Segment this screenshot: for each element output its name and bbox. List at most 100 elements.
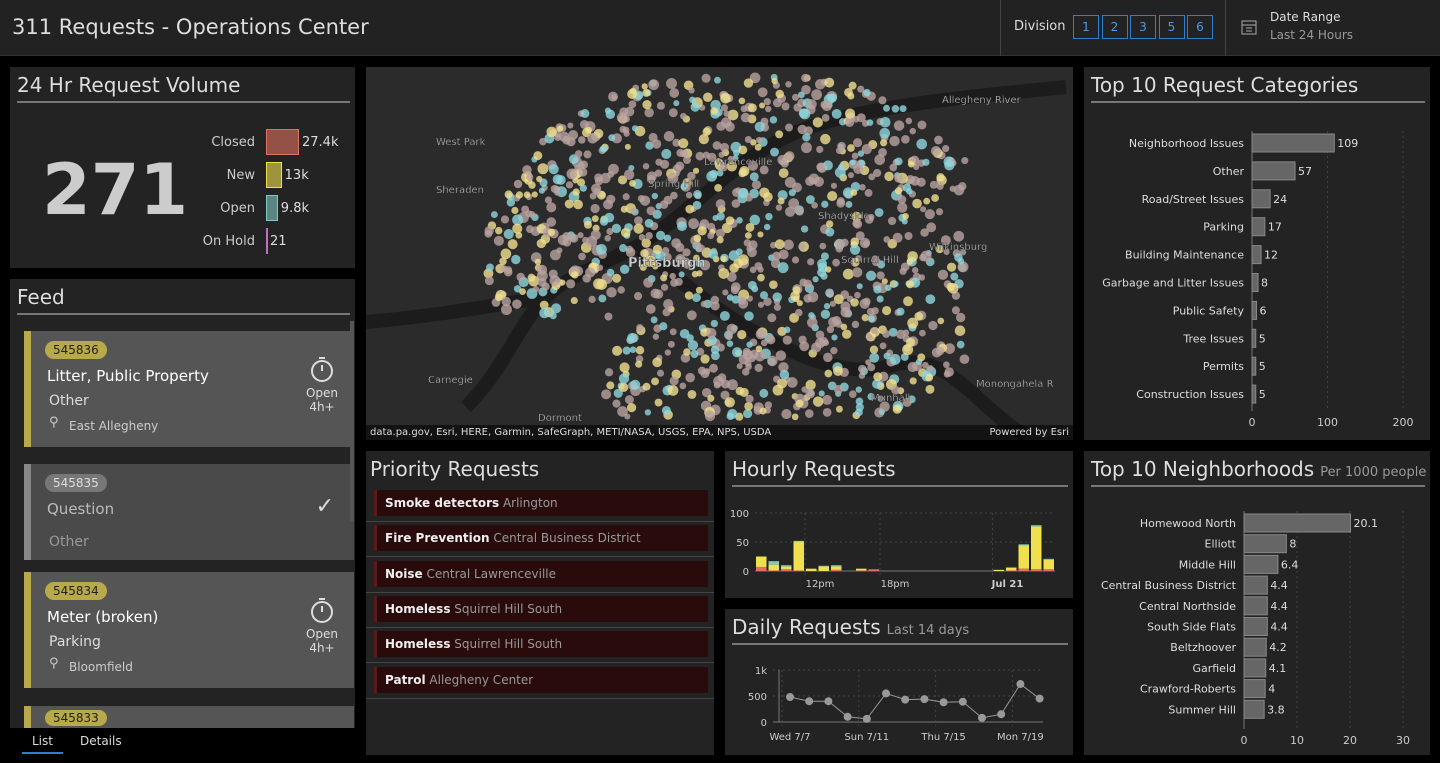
data-point[interactable] bbox=[978, 713, 986, 722]
data-point[interactable] bbox=[1035, 694, 1044, 703]
priority-request[interactable]: Homeless Squirrel Hill South bbox=[374, 631, 708, 658]
map[interactable]: West Park Sheraden Spring Hill Lawrencevill… bbox=[366, 67, 1073, 440]
bar-closed[interactable] bbox=[1018, 568, 1030, 571]
data-point[interactable] bbox=[997, 710, 1006, 719]
request-point bbox=[662, 308, 671, 317]
bar-closed[interactable] bbox=[793, 570, 805, 571]
bar[interactable] bbox=[1243, 596, 1268, 616]
priority-request[interactable]: Noise Central Lawrenceville bbox=[374, 560, 708, 587]
bar[interactable] bbox=[1251, 328, 1257, 348]
request-point bbox=[707, 394, 715, 402]
bar[interactable] bbox=[1243, 699, 1265, 719]
tab-list[interactable]: List bbox=[22, 730, 63, 754]
bar-open[interactable] bbox=[1031, 525, 1042, 527]
bar[interactable] bbox=[1243, 554, 1279, 574]
data-point[interactable] bbox=[805, 697, 814, 706]
bar-new[interactable] bbox=[856, 568, 867, 571]
request-point bbox=[759, 165, 769, 175]
bar-new[interactable] bbox=[831, 566, 842, 570]
bar-new[interactable] bbox=[756, 556, 767, 567]
bar[interactable] bbox=[1251, 133, 1335, 153]
map-canvas[interactable]: West Park Sheraden Spring Hill Lawrencevill… bbox=[366, 67, 1073, 440]
bar[interactable] bbox=[1251, 217, 1266, 237]
bar-new[interactable] bbox=[806, 568, 817, 571]
request-point bbox=[877, 395, 884, 402]
bar-closed[interactable] bbox=[1031, 569, 1042, 571]
bar-new[interactable] bbox=[1043, 559, 1055, 570]
bar-closed[interactable] bbox=[831, 569, 842, 571]
division-button-3[interactable]: 3 bbox=[1130, 15, 1156, 39]
bar[interactable] bbox=[1243, 637, 1267, 657]
bar-open[interactable] bbox=[1018, 544, 1030, 546]
map-place-label: Pittsburgh bbox=[628, 256, 706, 271]
feed-scrollbar[interactable] bbox=[350, 321, 354, 521]
bar[interactable] bbox=[1251, 161, 1296, 181]
bar-closed[interactable] bbox=[1006, 570, 1017, 571]
priority-request[interactable]: Patrol Allegheny Center bbox=[374, 666, 708, 693]
bar[interactable] bbox=[1251, 245, 1262, 265]
bar[interactable] bbox=[1243, 534, 1287, 554]
bar-new[interactable] bbox=[781, 566, 792, 570]
bar[interactable] bbox=[1243, 658, 1267, 678]
request-point bbox=[759, 102, 766, 109]
bar-open[interactable] bbox=[831, 565, 842, 567]
data-point[interactable] bbox=[786, 693, 794, 702]
bar-new[interactable] bbox=[993, 569, 1005, 571]
bar-closed[interactable] bbox=[756, 566, 767, 571]
data-point[interactable] bbox=[920, 695, 929, 704]
division-button-6[interactable]: 6 bbox=[1187, 15, 1213, 39]
data-point[interactable] bbox=[824, 697, 833, 706]
bar[interactable] bbox=[1251, 300, 1258, 320]
bar-closed[interactable] bbox=[856, 570, 867, 571]
data-point[interactable] bbox=[843, 712, 852, 721]
bar-closed[interactable] bbox=[1043, 569, 1055, 571]
request-point bbox=[695, 151, 705, 161]
tab-details[interactable]: Details bbox=[80, 734, 122, 748]
division-button-1[interactable]: 1 bbox=[1073, 15, 1099, 39]
bar-open[interactable] bbox=[818, 565, 830, 567]
data-point[interactable] bbox=[958, 697, 967, 706]
bar[interactable] bbox=[1243, 513, 1352, 533]
request-point bbox=[902, 397, 912, 407]
bar-new[interactable] bbox=[818, 566, 830, 571]
bar[interactable] bbox=[1243, 617, 1268, 636]
bar-closed[interactable] bbox=[768, 570, 780, 571]
bar[interactable] bbox=[1243, 575, 1268, 595]
data-point[interactable] bbox=[882, 689, 890, 698]
request-age: 4h+ bbox=[309, 400, 335, 414]
bar-open[interactable] bbox=[781, 565, 792, 567]
bar-new[interactable] bbox=[1031, 526, 1042, 570]
request-point bbox=[612, 345, 623, 356]
bar[interactable] bbox=[1251, 384, 1257, 404]
request-point bbox=[547, 228, 556, 236]
request-point bbox=[549, 249, 561, 261]
bar[interactable] bbox=[1251, 356, 1257, 376]
priority-request[interactable]: Smoke detectors Arlington bbox=[374, 490, 708, 516]
bar-open[interactable] bbox=[1043, 558, 1055, 560]
bar-new[interactable] bbox=[793, 541, 805, 571]
bar[interactable] bbox=[1251, 273, 1259, 292]
bar-closed[interactable] bbox=[868, 569, 880, 571]
feed-item[interactable]: 545835 Question Other ✓ bbox=[24, 464, 354, 560]
bar[interactable] bbox=[1243, 679, 1266, 699]
bar-open[interactable] bbox=[768, 561, 780, 565]
feed-item[interactable]: 545834 Meter (broken) Parking ⚲ Bloomfield Op… bbox=[24, 572, 354, 688]
bar-open[interactable] bbox=[793, 540, 805, 542]
priority-request[interactable]: Fire Prevention Central Business Distric… bbox=[374, 525, 708, 552]
bar-new[interactable] bbox=[1018, 545, 1030, 569]
request-point bbox=[624, 395, 634, 405]
powered-by-esri[interactable]: Powered by Esri bbox=[989, 427, 1069, 438]
bar[interactable] bbox=[1251, 189, 1271, 209]
bar-new[interactable] bbox=[768, 564, 780, 571]
data-point[interactable] bbox=[939, 698, 948, 707]
data-point[interactable] bbox=[1016, 680, 1025, 689]
bar-new[interactable] bbox=[1006, 567, 1017, 571]
division-button-2[interactable]: 2 bbox=[1101, 15, 1128, 39]
priority-request[interactable]: Homeless Squirrel Hill South bbox=[374, 595, 708, 622]
data-point[interactable] bbox=[862, 714, 871, 723]
division-button-5[interactable]: 5 bbox=[1158, 15, 1185, 39]
data-point[interactable] bbox=[901, 695, 910, 704]
feed-item[interactable]: 545833 bbox=[24, 706, 354, 728]
bar-closed[interactable] bbox=[781, 569, 792, 571]
feed-item[interactable]: 545836 Litter, Public Property Other ⚲ East … bbox=[24, 331, 354, 447]
